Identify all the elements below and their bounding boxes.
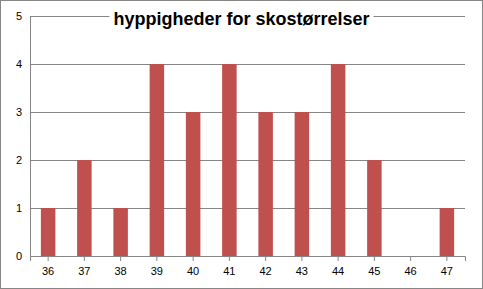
x-tick: 45	[368, 256, 380, 277]
x-tick-label: 39	[151, 265, 163, 277]
bar	[150, 64, 165, 256]
title-background	[109, 8, 373, 30]
bars	[41, 64, 454, 256]
x-tick-label: 38	[115, 265, 127, 277]
title: hyppigheder for skostørrelser	[113, 9, 369, 29]
x-tick: 39	[151, 256, 163, 277]
bar	[403, 256, 418, 257]
x-tick: 42	[260, 256, 272, 277]
bar	[367, 160, 382, 256]
x-tick: 38	[115, 256, 127, 277]
x-tick-mark	[265, 256, 266, 261]
grid-line	[30, 208, 465, 209]
bar	[186, 112, 201, 256]
x-tick-label: 42	[260, 265, 272, 277]
x-tick-mark	[338, 256, 339, 261]
x-tick: 37	[78, 256, 90, 277]
x-tick: 44	[332, 256, 344, 277]
y-tick: 1	[16, 202, 30, 214]
bar	[331, 64, 346, 256]
x-tick-label: 46	[405, 265, 417, 277]
bar	[41, 208, 56, 256]
x-tick-label: 44	[332, 265, 344, 277]
x-tick-mark	[374, 256, 375, 261]
bar	[222, 64, 237, 256]
y-tick: 2	[16, 154, 30, 166]
x-tick-mark	[156, 256, 157, 261]
y-tick-label: 4	[16, 58, 22, 70]
y-tick-label: 5	[16, 10, 22, 22]
y-axis-line	[30, 17, 31, 257]
x-tick-label: 37	[78, 265, 90, 277]
y-tick: 4	[16, 58, 30, 70]
bar	[77, 160, 92, 256]
plot: 012345363738394041424344454647	[16, 10, 466, 277]
x-tick: 40	[187, 256, 199, 277]
x-tick: 36	[42, 256, 54, 277]
grid	[30, 17, 465, 257]
x-tick-label: 47	[441, 265, 453, 277]
y-tick-label: 1	[16, 202, 22, 214]
y-tick-label: 0	[16, 250, 22, 262]
bar	[258, 112, 273, 256]
x-tick-mark	[410, 256, 411, 261]
x-tick-mark	[301, 256, 302, 261]
x-tick-label: 41	[223, 265, 235, 277]
x-axis: 36 37 38 39 40 41 42 43 44 45 46 47	[31, 256, 466, 277]
y-tick: 5	[16, 10, 30, 22]
bar	[113, 208, 128, 256]
x-tick-label: 36	[42, 265, 54, 277]
x-tick-label: 43	[296, 265, 308, 277]
x-tick: 47	[441, 256, 453, 277]
x-tick-mark	[193, 256, 194, 261]
chart: 012345363738394041424344454647hyppighede…	[0, 0, 483, 289]
grid-line	[30, 64, 465, 65]
bar	[295, 112, 310, 256]
x-tick-label: 40	[187, 265, 199, 277]
x-axis-line	[31, 257, 466, 262]
x-tick: 41	[223, 256, 235, 277]
y-tick: 0	[16, 250, 30, 262]
grid-line	[30, 160, 465, 161]
x-tick: 46	[405, 256, 417, 277]
x-tick-mark	[120, 256, 121, 261]
x-tick-mark	[229, 256, 230, 261]
y-tick-label: 3	[16, 106, 22, 118]
y-tick: 3	[16, 106, 30, 118]
x-tick-mark	[48, 256, 49, 261]
grid-line	[30, 112, 465, 113]
x-tick-label: 45	[368, 265, 380, 277]
x-tick-mark	[446, 256, 447, 261]
x-tick-mark	[84, 256, 85, 261]
y-tick-label: 2	[16, 154, 22, 166]
y-axis: 0 1 2 3 4 5	[16, 10, 31, 262]
chart-border	[1, 1, 483, 289]
bar	[440, 208, 455, 256]
x-tick: 43	[296, 256, 308, 277]
